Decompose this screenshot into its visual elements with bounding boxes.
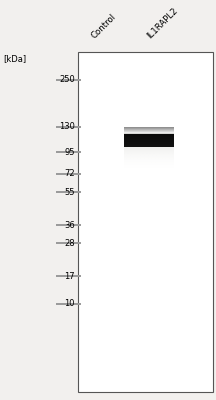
Text: 95: 95 bbox=[64, 148, 75, 157]
Text: 36: 36 bbox=[64, 221, 75, 230]
Text: 10: 10 bbox=[64, 299, 75, 308]
Text: [kDa]: [kDa] bbox=[3, 54, 26, 63]
Text: 250: 250 bbox=[59, 75, 75, 84]
Text: IL1RAPL2: IL1RAPL2 bbox=[145, 6, 179, 40]
Text: 28: 28 bbox=[64, 238, 75, 248]
Text: 130: 130 bbox=[59, 122, 75, 131]
Text: Control: Control bbox=[90, 12, 118, 40]
Bar bbox=[78, 52, 213, 392]
Text: 72: 72 bbox=[64, 169, 75, 178]
Text: 55: 55 bbox=[64, 188, 75, 196]
Text: 17: 17 bbox=[64, 272, 75, 281]
